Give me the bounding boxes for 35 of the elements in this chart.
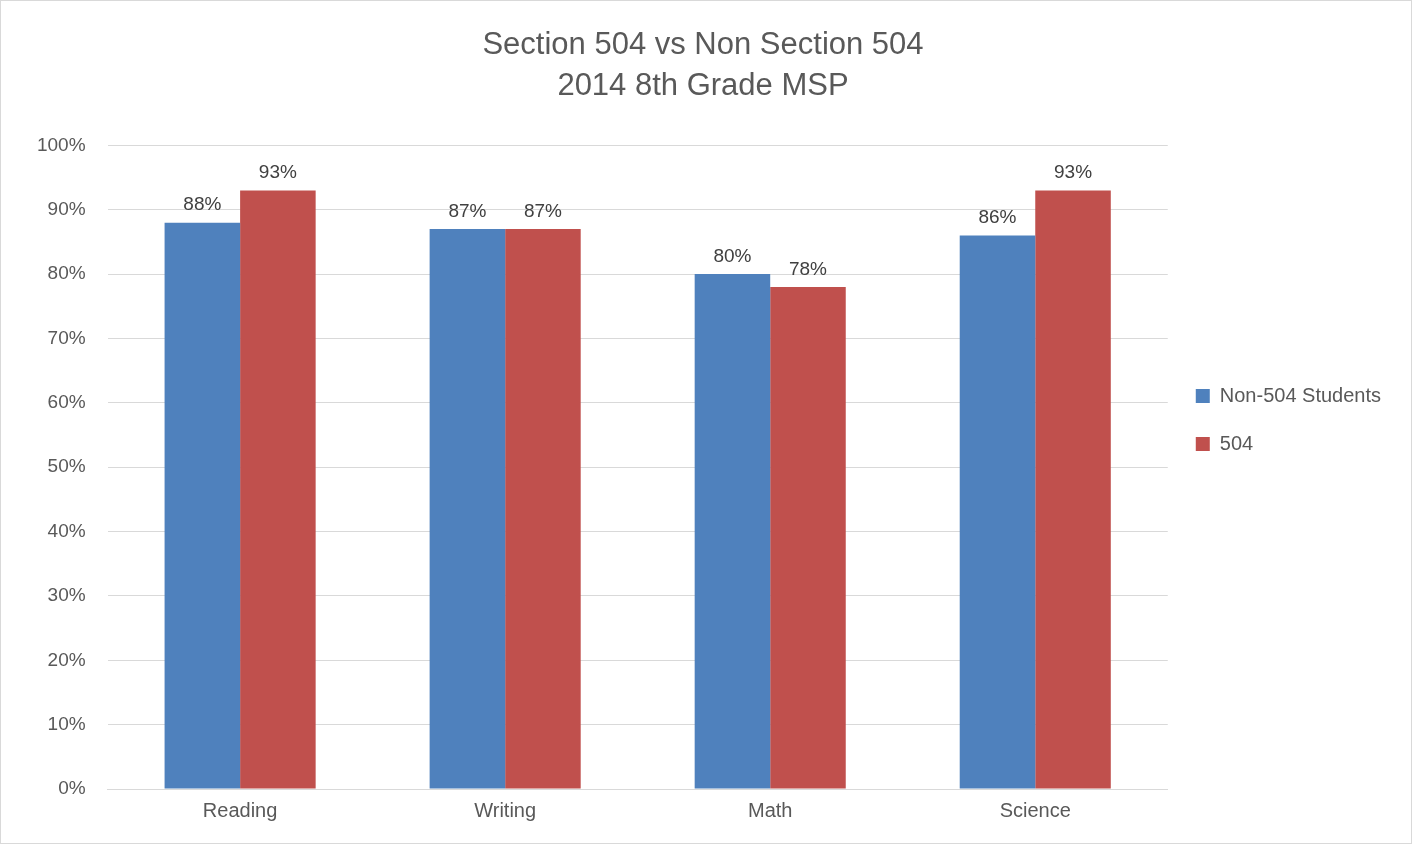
y-tick-label: 40% — [47, 519, 86, 541]
y-tick-label: 90% — [47, 197, 86, 219]
y-tick-label: 70% — [47, 326, 86, 348]
y-tick-label: 10% — [47, 712, 86, 734]
legend-label: Non-504 Students — [1219, 383, 1382, 406]
bar — [1035, 190, 1111, 789]
y-tick-label: 80% — [47, 262, 86, 284]
y-tick-label: 20% — [47, 648, 86, 670]
data-label: 86% — [978, 206, 1017, 228]
legend-label: 504 — [1219, 431, 1254, 454]
bar — [505, 229, 581, 789]
bar — [770, 286, 846, 789]
bar — [240, 190, 316, 789]
y-tick-label: 50% — [47, 455, 86, 477]
y-tick-label: 100% — [36, 133, 86, 155]
x-tick-label: Science — [999, 798, 1071, 821]
chart-subtitle: 2014 8th Grade MSP — [557, 67, 849, 103]
x-tick-label: Reading — [202, 798, 278, 821]
data-label: 93% — [258, 161, 298, 183]
y-tick-label: 60% — [47, 391, 86, 413]
data-label: 80% — [713, 244, 752, 266]
bar — [694, 274, 771, 789]
bar — [959, 235, 1036, 789]
data-label: 93% — [1054, 161, 1093, 183]
chart-title: Section 504 vs Non Section 504 — [482, 26, 924, 62]
y-tick-label: 30% — [47, 584, 86, 606]
data-label: 87% — [448, 199, 487, 221]
data-label: 88% — [183, 193, 222, 215]
y-tick-label: 0% — [58, 777, 86, 799]
data-label: 87% — [523, 199, 563, 221]
x-tick-label: Math — [747, 798, 793, 821]
bar — [429, 229, 506, 789]
data-label: 78% — [788, 257, 828, 279]
bar — [164, 222, 241, 789]
x-tick-label: Writing — [474, 798, 537, 821]
